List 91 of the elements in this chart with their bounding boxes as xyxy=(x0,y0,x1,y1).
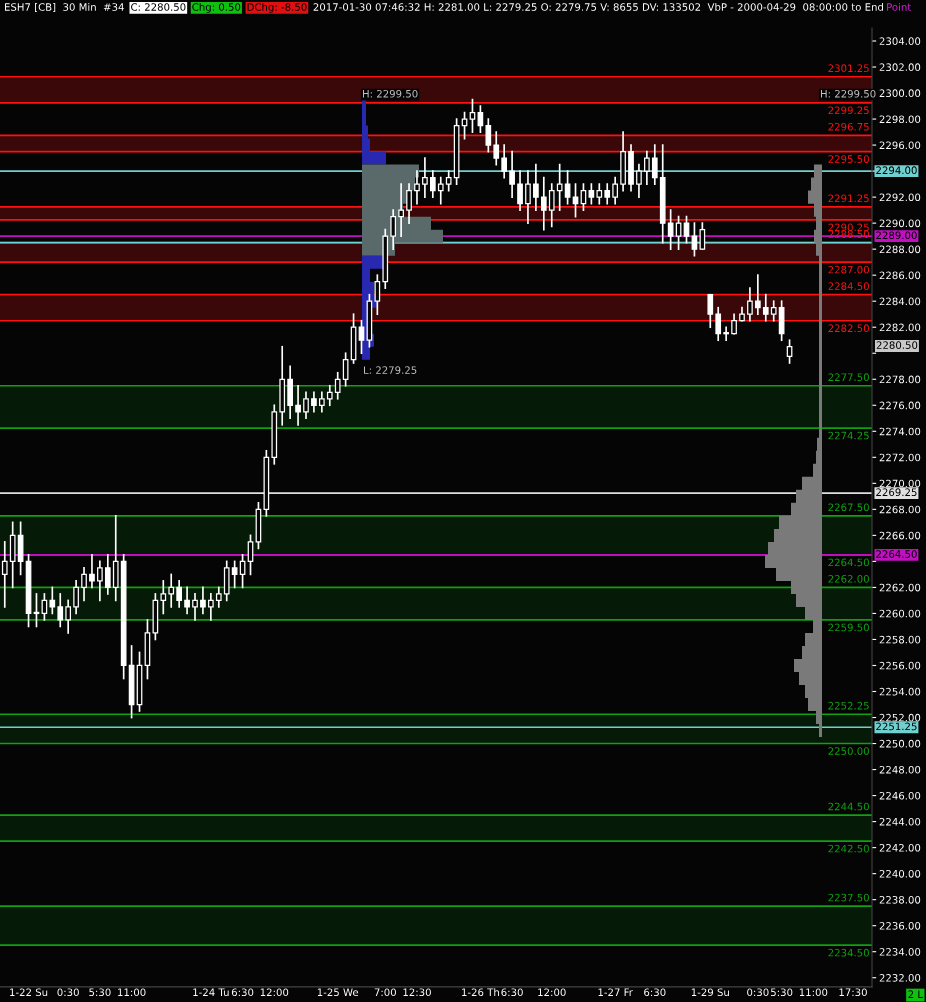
ref-line-label: 2234.50 xyxy=(828,948,869,957)
annotation: L: 2279.25 xyxy=(363,366,417,374)
ref-line-label: 2290.25 xyxy=(828,223,869,232)
ref-line-label: 2242.50 xyxy=(828,844,869,853)
ref-line-label: 2244.50 xyxy=(828,802,869,811)
text: DChg: -8.50 xyxy=(247,3,307,13)
y-tick-label: 2288.00 xyxy=(879,245,921,254)
ref-line-label: 2301.25 xyxy=(828,64,869,73)
annotation: H: 2299.50 xyxy=(362,89,418,98)
y-tick-label: 2240.00 xyxy=(879,869,921,878)
annotation: H: 2299.50 xyxy=(820,89,876,98)
ref-line-label: 2287.00 xyxy=(828,265,869,274)
y-tick-label: 2242.00 xyxy=(879,843,921,852)
ref-line-label: 2267.50 xyxy=(828,503,869,512)
x-tick-label: 1-26 Th xyxy=(462,988,499,997)
y-tick-label: 2254.00 xyxy=(879,687,921,696)
y-tick-label: 2282.00 xyxy=(879,323,921,332)
x-tick-label: 6:30 xyxy=(231,988,254,997)
x-tick-label: 5:30 xyxy=(771,988,793,997)
x-tick-label: 1-29 Su xyxy=(691,988,729,997)
y-tick-label: 2284.00 xyxy=(879,297,921,306)
y-tick-label: 2262.00 xyxy=(879,583,921,592)
text: 2 L xyxy=(908,990,923,998)
ref-line-label: 2251.25 xyxy=(876,722,917,731)
y-tick-label: 2290.00 xyxy=(879,219,921,228)
ref-line-label: 2277.50 xyxy=(828,373,869,382)
text: Chg: 0.50 xyxy=(192,3,241,13)
ref-line-label: 2282.50 xyxy=(828,324,869,333)
ref-line-label: 2274.25 xyxy=(828,431,869,440)
x-tick-label: 6:30 xyxy=(501,988,523,997)
ref-line-label: 2296.75 xyxy=(828,122,869,131)
x-tick-label: 0:30 xyxy=(57,988,79,997)
x-tick-label: 12:30 xyxy=(403,988,431,997)
x-tick-label: 1-24 Tu xyxy=(193,988,229,997)
y-tick-label: 2232.00 xyxy=(879,974,921,982)
x-tick-label: 1-22 Su xyxy=(10,988,48,997)
ref-line-label: 2250.00 xyxy=(828,747,869,755)
y-tick-label: 2268.00 xyxy=(879,505,921,514)
y-tick-label: 2250.00 xyxy=(879,739,921,748)
x-tick-label: 1-27 Fr xyxy=(598,988,633,996)
ref-line-label: 2252.25 xyxy=(828,701,869,710)
y-tick-label: 2238.00 xyxy=(879,895,921,904)
x-tick-label: 0:30 xyxy=(747,988,769,997)
y-tick-label: 2300.00 xyxy=(879,89,921,98)
x-tick-label: 5:30 xyxy=(89,988,111,997)
y-tick-label: 2278.00 xyxy=(879,375,921,384)
text: C: 2280.50 xyxy=(131,3,186,11)
ref-line-label: 2284.50 xyxy=(828,282,869,290)
text: Point xyxy=(887,3,912,11)
x-tick-label: 11:00 xyxy=(799,988,828,997)
ref-line-label: 2299.25 xyxy=(828,106,869,115)
y-tick-label: 2302.00 xyxy=(879,63,921,72)
ref-line-label: 2289.00 xyxy=(876,231,917,240)
text: 2017-01-30 07:46:32 H: 2281.00 L: 2279.25 O: 2279.75 V: 8655 DV: 133502 VbP - 2000-04-29 08:00:00 to End xyxy=(313,3,883,11)
y-tick-label: 2266.00 xyxy=(879,531,921,540)
y-tick-label: 2246.00 xyxy=(879,791,921,800)
y-tick-label: 2274.00 xyxy=(879,427,921,436)
x-tick-label: 12:00 xyxy=(260,988,289,997)
ref-line-label: 2259.50 xyxy=(828,623,869,632)
y-tick-label: 2296.00 xyxy=(879,141,921,150)
y-tick-label: 2276.00 xyxy=(879,401,921,410)
y-tick-label: 2304.00 xyxy=(879,37,921,45)
ref-line-label: 2264.50 xyxy=(828,558,869,567)
ref-line-label: 2262.00 xyxy=(828,575,869,583)
y-tick-label: 2260.00 xyxy=(879,609,921,618)
ref-line-label: 2295.50 xyxy=(828,155,869,163)
chart-title: ESH7 [CB] 30 Min #34 xyxy=(4,3,124,13)
y-tick-label: 2270.00 xyxy=(879,479,921,488)
y-tick-label: 2272.00 xyxy=(879,453,921,462)
y-tick-label: 2248.00 xyxy=(879,765,921,774)
ref-line-label: 2269.25 xyxy=(876,488,917,497)
y-tick-label: 2258.00 xyxy=(879,635,921,644)
y-tick-label: 2234.00 xyxy=(879,948,921,956)
y-tick-label: 2256.00 xyxy=(879,661,921,670)
ref-line-label: 2294.00 xyxy=(876,166,917,175)
y-tick-label: 2292.00 xyxy=(879,193,921,202)
x-tick-label: 17:30 xyxy=(839,988,867,997)
y-tick-label: 2244.00 xyxy=(879,817,921,826)
y-tick-label: 2236.00 xyxy=(879,922,921,930)
ref-line-label: 2291.25 xyxy=(828,194,869,203)
ref-line-label: 2264.50 xyxy=(876,550,917,558)
x-tick-label: 12:00 xyxy=(538,988,566,997)
ref-line-label: 2237.50 xyxy=(828,893,869,902)
text: 2280.50 xyxy=(876,341,918,349)
x-tick-label: 11:00 xyxy=(118,988,146,997)
y-tick-label: 2298.00 xyxy=(879,115,921,124)
x-tick-label: 1-25 We xyxy=(317,988,359,997)
x-tick-label: 7:00 xyxy=(374,988,396,997)
y-tick-label: 2252.00 xyxy=(879,713,921,722)
x-tick-label: 6:30 xyxy=(644,988,666,997)
y-tick-label: 2286.00 xyxy=(879,271,921,280)
